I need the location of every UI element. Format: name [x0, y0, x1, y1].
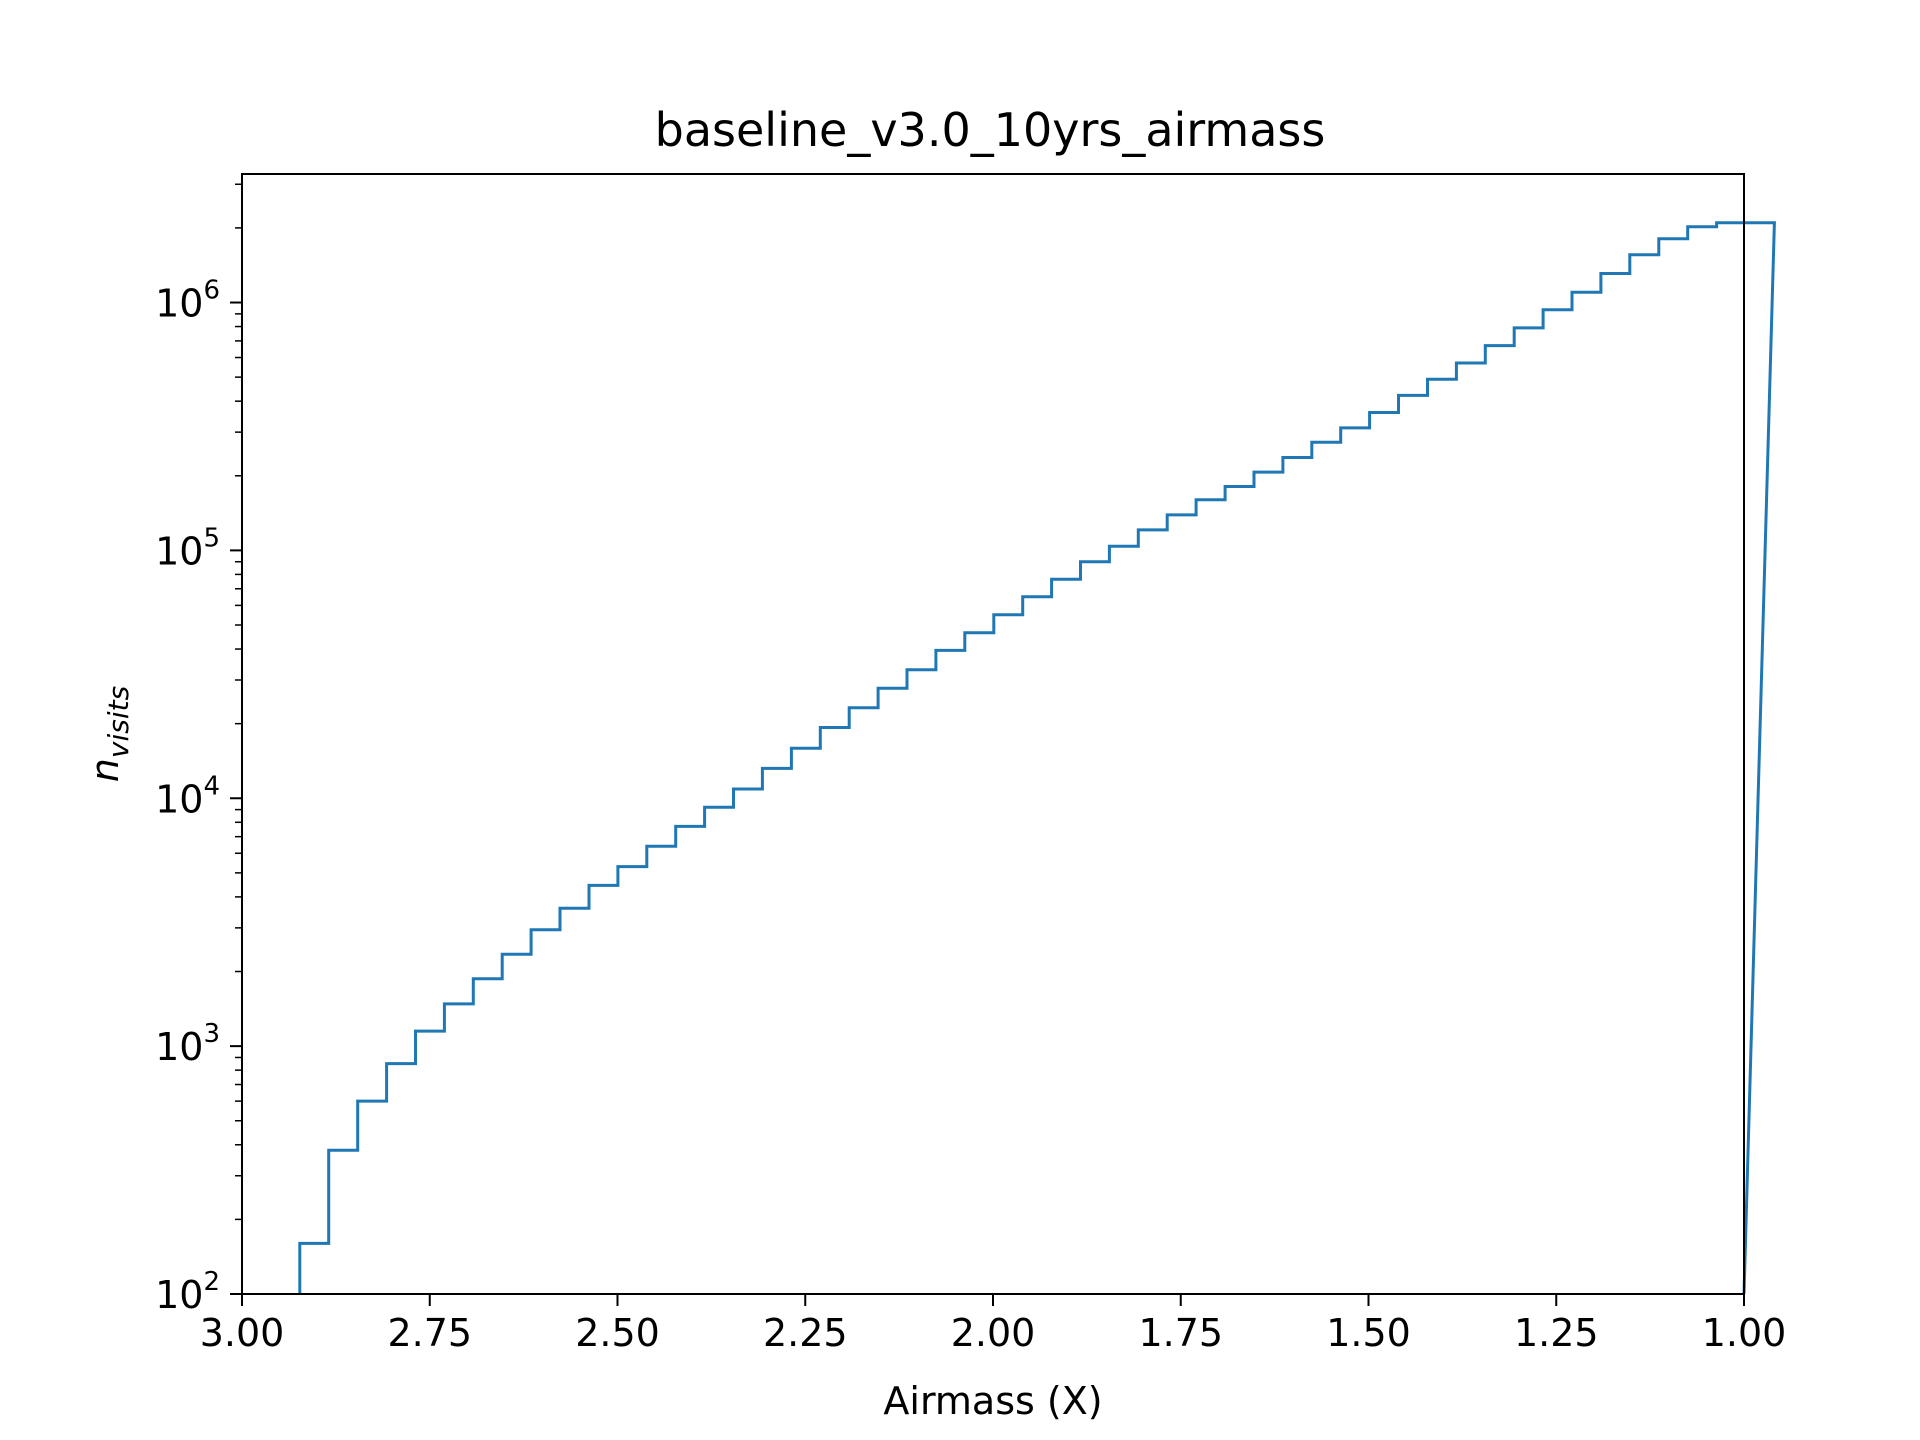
- y-tick-label: 103: [155, 1019, 220, 1069]
- x-tick-label: 2.75: [387, 1311, 472, 1355]
- x-tick-label: 1.00: [1702, 1311, 1787, 1355]
- x-tick-label: 1.75: [1138, 1311, 1223, 1355]
- histogram-step-line: [298, 221, 1776, 1295]
- x-tick-label: 1.50: [1326, 1311, 1411, 1355]
- y-tick-label: 102: [155, 1267, 220, 1317]
- y-tick-label: 104: [155, 771, 220, 821]
- x-tick-label: 1.25: [1514, 1311, 1599, 1355]
- x-tick-label: 2.00: [951, 1311, 1036, 1355]
- x-tick-label: 3.00: [200, 1311, 285, 1355]
- y-tick-label: 105: [155, 523, 220, 573]
- chart-title: baseline_v3.0_10yrs_airmass: [655, 103, 1326, 157]
- x-tick-label: 2.50: [575, 1311, 660, 1355]
- y-axis-ticks: 102 103 104 105 106: [155, 183, 242, 1317]
- x-axis-ticks: 3.00 2.75 2.50 2.25 2.00 1.75 1.50 1.25 1.00: [200, 1294, 1787, 1355]
- axes-frame: [241, 173, 1745, 1295]
- x-axis-label: Airmass (X): [883, 1379, 1102, 1423]
- y-axis-label-main: n: [83, 758, 127, 782]
- y-tick-label: 106: [155, 276, 220, 326]
- y-axis-label: nvisits: [83, 686, 135, 782]
- y-axis-label-sub: visits: [102, 686, 135, 758]
- plot-area: [298, 221, 1776, 1295]
- x-tick-label: 2.25: [763, 1311, 848, 1355]
